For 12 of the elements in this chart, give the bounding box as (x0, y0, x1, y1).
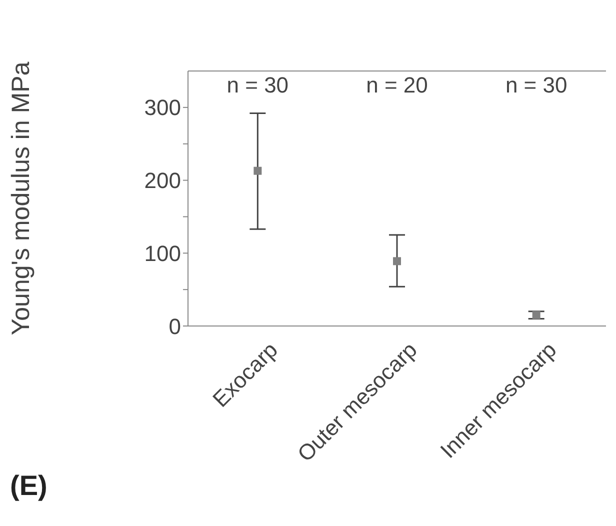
y-tick-label: 300 (144, 95, 181, 120)
point (532, 311, 540, 320)
text: (E) (10, 470, 48, 502)
annotation: n = 30 (226, 72, 289, 98)
point (393, 257, 401, 266)
annotation: n = 30 (505, 72, 568, 98)
y-tick-label: 100 (144, 240, 181, 266)
y-axis-title: Young's modulus in MPa (6, 62, 35, 336)
y-tick-label: 200 (144, 168, 181, 194)
point (254, 166, 262, 175)
y-tick-label: 0 (168, 314, 181, 339)
annotation: n = 20 (366, 72, 428, 98)
